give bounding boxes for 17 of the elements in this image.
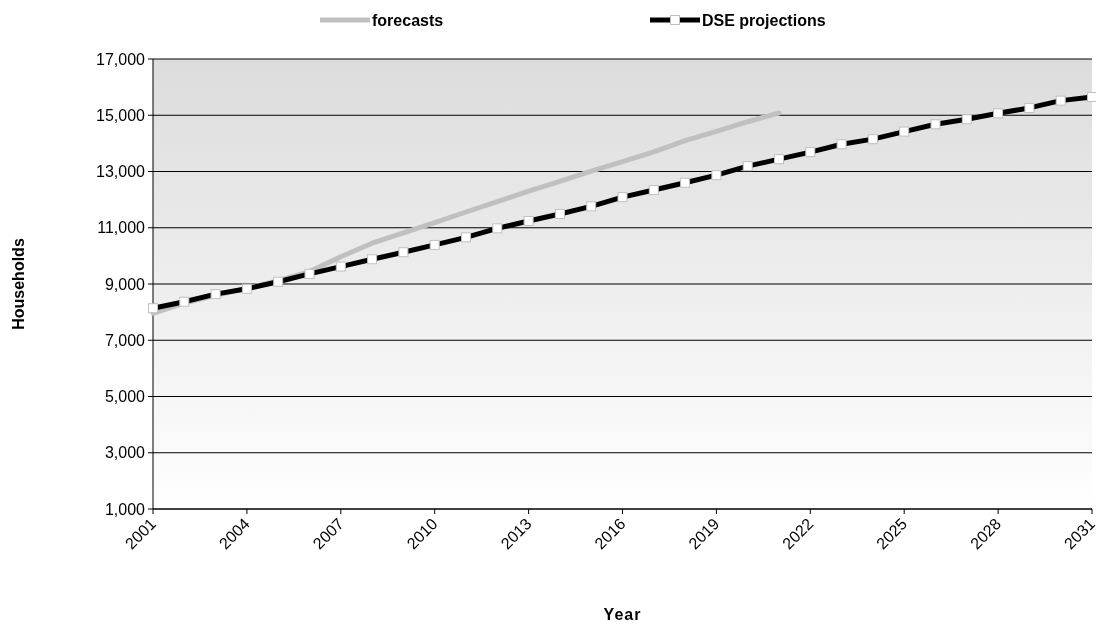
legend-label: forecasts [372,11,444,29]
y-tick-label: 17,000 [96,50,146,68]
point [179,296,190,307]
y-tick-label: 3,000 [104,444,146,462]
point [273,276,284,287]
point [210,289,221,300]
y-tick-label: 5,000 [104,388,146,406]
y-tick-label: 1,000 [104,500,146,518]
y-tick-label: 13,000 [96,163,146,181]
y-tick-label: 11,000 [97,219,146,237]
y-tick-label: 7,000 [104,331,146,349]
point [241,283,252,294]
y-axis-title: Households [10,238,27,330]
legend-label: DSE projections [702,11,826,29]
y-tick-label: 15,000 [96,106,146,124]
x-axis-title: Year [603,606,642,623]
y-tick-label: 9,000 [104,275,146,293]
